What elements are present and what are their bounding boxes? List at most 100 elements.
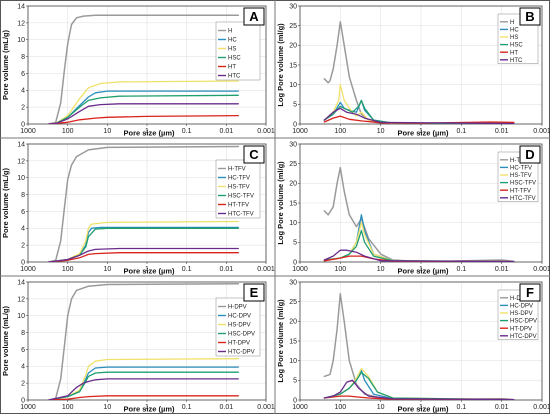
- series-group: [47, 14, 240, 124]
- y-tick-label: 14: [17, 141, 25, 148]
- series-group: [47, 282, 240, 400]
- x-tick-label: 1: [145, 404, 149, 411]
- legend-box: [215, 159, 261, 219]
- x-axis-label: Pore size (µm): [397, 129, 449, 138]
- y-tick-label: 15: [289, 62, 297, 69]
- legend: H HC HS HSC HT HTC: [215, 21, 261, 81]
- series-line-htc: [323, 249, 515, 262]
- legend-label-htc: HTC-TFV: [228, 212, 254, 218]
- series-group: [323, 166, 515, 262]
- x-tick-label: 100: [334, 404, 346, 411]
- x-tick-label: 0.01: [220, 266, 234, 273]
- legend-label-hs: HS-TFV: [510, 173, 532, 179]
- y-tick-label: 10: [17, 37, 25, 44]
- chart-panel-c: 0 2 4 6 8 10 12 14 1000 100 10 1 0.1 0.01 0.001 Pore si…: [1, 141, 275, 275]
- x-tick-label: 10: [377, 404, 385, 411]
- y-tick-label: 0: [293, 259, 297, 266]
- legend-label-hs: HS-DPV: [510, 311, 533, 317]
- x-tick-label: 0.001: [257, 266, 275, 273]
- chart-panel-d: 0 5 10 15 20 25 30 1000 100 10 1 0.1 0.01 0.001 Pore s…: [276, 141, 550, 275]
- x-tick-label: 10: [103, 266, 111, 273]
- y-tick-label: 5: [293, 378, 297, 385]
- x-tick-label: 10: [103, 404, 111, 411]
- y-tick-label: 4: [21, 226, 25, 233]
- legend-label-hsc: HSC-TFV: [510, 181, 536, 187]
- x-axis-label: Pore size (µm): [123, 267, 175, 276]
- y-axis-label: Pore volume (mL/g): [1, 305, 10, 376]
- y-tick-label: 12: [17, 296, 25, 303]
- x-tick-label: 100: [62, 128, 74, 135]
- legend-label-hsc: HSC: [510, 43, 523, 49]
- y-tick-label: 10: [17, 175, 25, 182]
- x-tick-label: 100: [62, 266, 74, 273]
- panel-letter-box: [243, 145, 265, 164]
- y-tick-label: 30: [289, 279, 297, 286]
- x-tick-label: 0.1: [182, 266, 192, 273]
- y-tick-label: 5: [293, 102, 297, 109]
- legend-label-hsc: HSC-DPV: [228, 332, 255, 338]
- legend-label-ht: HT-DPV: [510, 326, 532, 332]
- y-tick-label: 10: [289, 82, 297, 89]
- x-tick-label: 1000: [20, 266, 36, 273]
- series-line-h: [47, 282, 240, 400]
- series-line-htc: [48, 378, 239, 400]
- x-tick-label: 0.001: [257, 404, 275, 411]
- x-tick-label: 1: [419, 404, 423, 411]
- chart-panel-a: 0 2 4 6 8 10 12 14 1000 100 10 1 0.1 0.01 0.001 Pore si…: [1, 3, 275, 137]
- panel-letter: B: [525, 9, 534, 24]
- y-tick-label: 12: [17, 158, 25, 165]
- series-line-ht: [48, 114, 239, 124]
- y-tick-label: 2: [21, 105, 25, 112]
- legend-label-hc: HC-DPV: [510, 304, 533, 310]
- y-tick-label: 25: [289, 161, 297, 168]
- x-tick-label: 0.1: [182, 128, 192, 135]
- panel-letter: A: [249, 9, 259, 24]
- x-tick-label: 100: [334, 128, 346, 135]
- x-axis-label: Pore size (µm): [397, 405, 449, 414]
- y-tick-label: 20: [289, 43, 297, 50]
- x-tick-label: 1000: [292, 266, 308, 273]
- y-axis-label: Log Pore volume (ml/g): [276, 161, 285, 245]
- legend-label-ht: HT-DPV: [228, 341, 250, 347]
- series-line-htc: [48, 103, 239, 124]
- legend-label-htc: HTC-DPV: [228, 350, 255, 356]
- x-tick-label: 1: [419, 266, 423, 273]
- y-tick-label: 30: [289, 3, 297, 10]
- legend: H-TFV HC-TFV HS-TFV HSC-TFV HT-TFV HTC-TFV: [215, 159, 261, 219]
- x-tick-label: 100: [334, 266, 346, 273]
- chart-panel-f: 0 5 10 15 20 25 30 1000 100 10 1 0.1 0.01 0.001 Pore s…: [276, 279, 550, 413]
- y-tick-label: 10: [289, 358, 297, 365]
- x-tick-label: 0.001: [533, 128, 550, 135]
- legend-label-h: H-TFV: [510, 158, 528, 164]
- y-tick-label: 20: [289, 319, 297, 326]
- panel-letter-box: [519, 7, 541, 26]
- panel-letter-box: [519, 145, 541, 164]
- y-axis-label: Pore volume (mL/g): [1, 29, 10, 100]
- legend-label-hs: HS-DPV: [228, 323, 251, 329]
- legend-label-hc: HC-TFV: [228, 176, 250, 182]
- y-tick-label: 0: [293, 121, 297, 128]
- x-tick-label: 1000: [292, 128, 308, 135]
- y-tick-label: 12: [17, 20, 25, 27]
- x-axis-label: Pore size (µm): [397, 267, 449, 276]
- panel-letter: E: [250, 285, 259, 300]
- legend-label-hs: HS-TFV: [228, 185, 250, 191]
- legend-box: [215, 21, 261, 81]
- legend-label-hsc: HSC-TFV: [228, 194, 254, 200]
- legend-label-hs: HS: [228, 47, 236, 53]
- x-tick-label: 0.1: [456, 266, 466, 273]
- x-tick-label: 1000: [20, 404, 36, 411]
- legend-label-hsc: HSC: [228, 56, 241, 62]
- x-tick-label: 0.01: [220, 128, 234, 135]
- panel-letter-box: [243, 283, 265, 302]
- y-tick-label: 10: [17, 313, 25, 320]
- x-tick-label: 1000: [20, 128, 36, 135]
- series-group: [323, 293, 515, 400]
- panel-letter: F: [526, 285, 534, 300]
- x-axis-label: Pore size (µm): [123, 405, 175, 414]
- legend-label-hc: HC-TFV: [510, 166, 532, 172]
- y-tick-label: 30: [289, 141, 297, 148]
- y-tick-label: 14: [17, 3, 25, 10]
- x-tick-label: 1: [419, 128, 423, 135]
